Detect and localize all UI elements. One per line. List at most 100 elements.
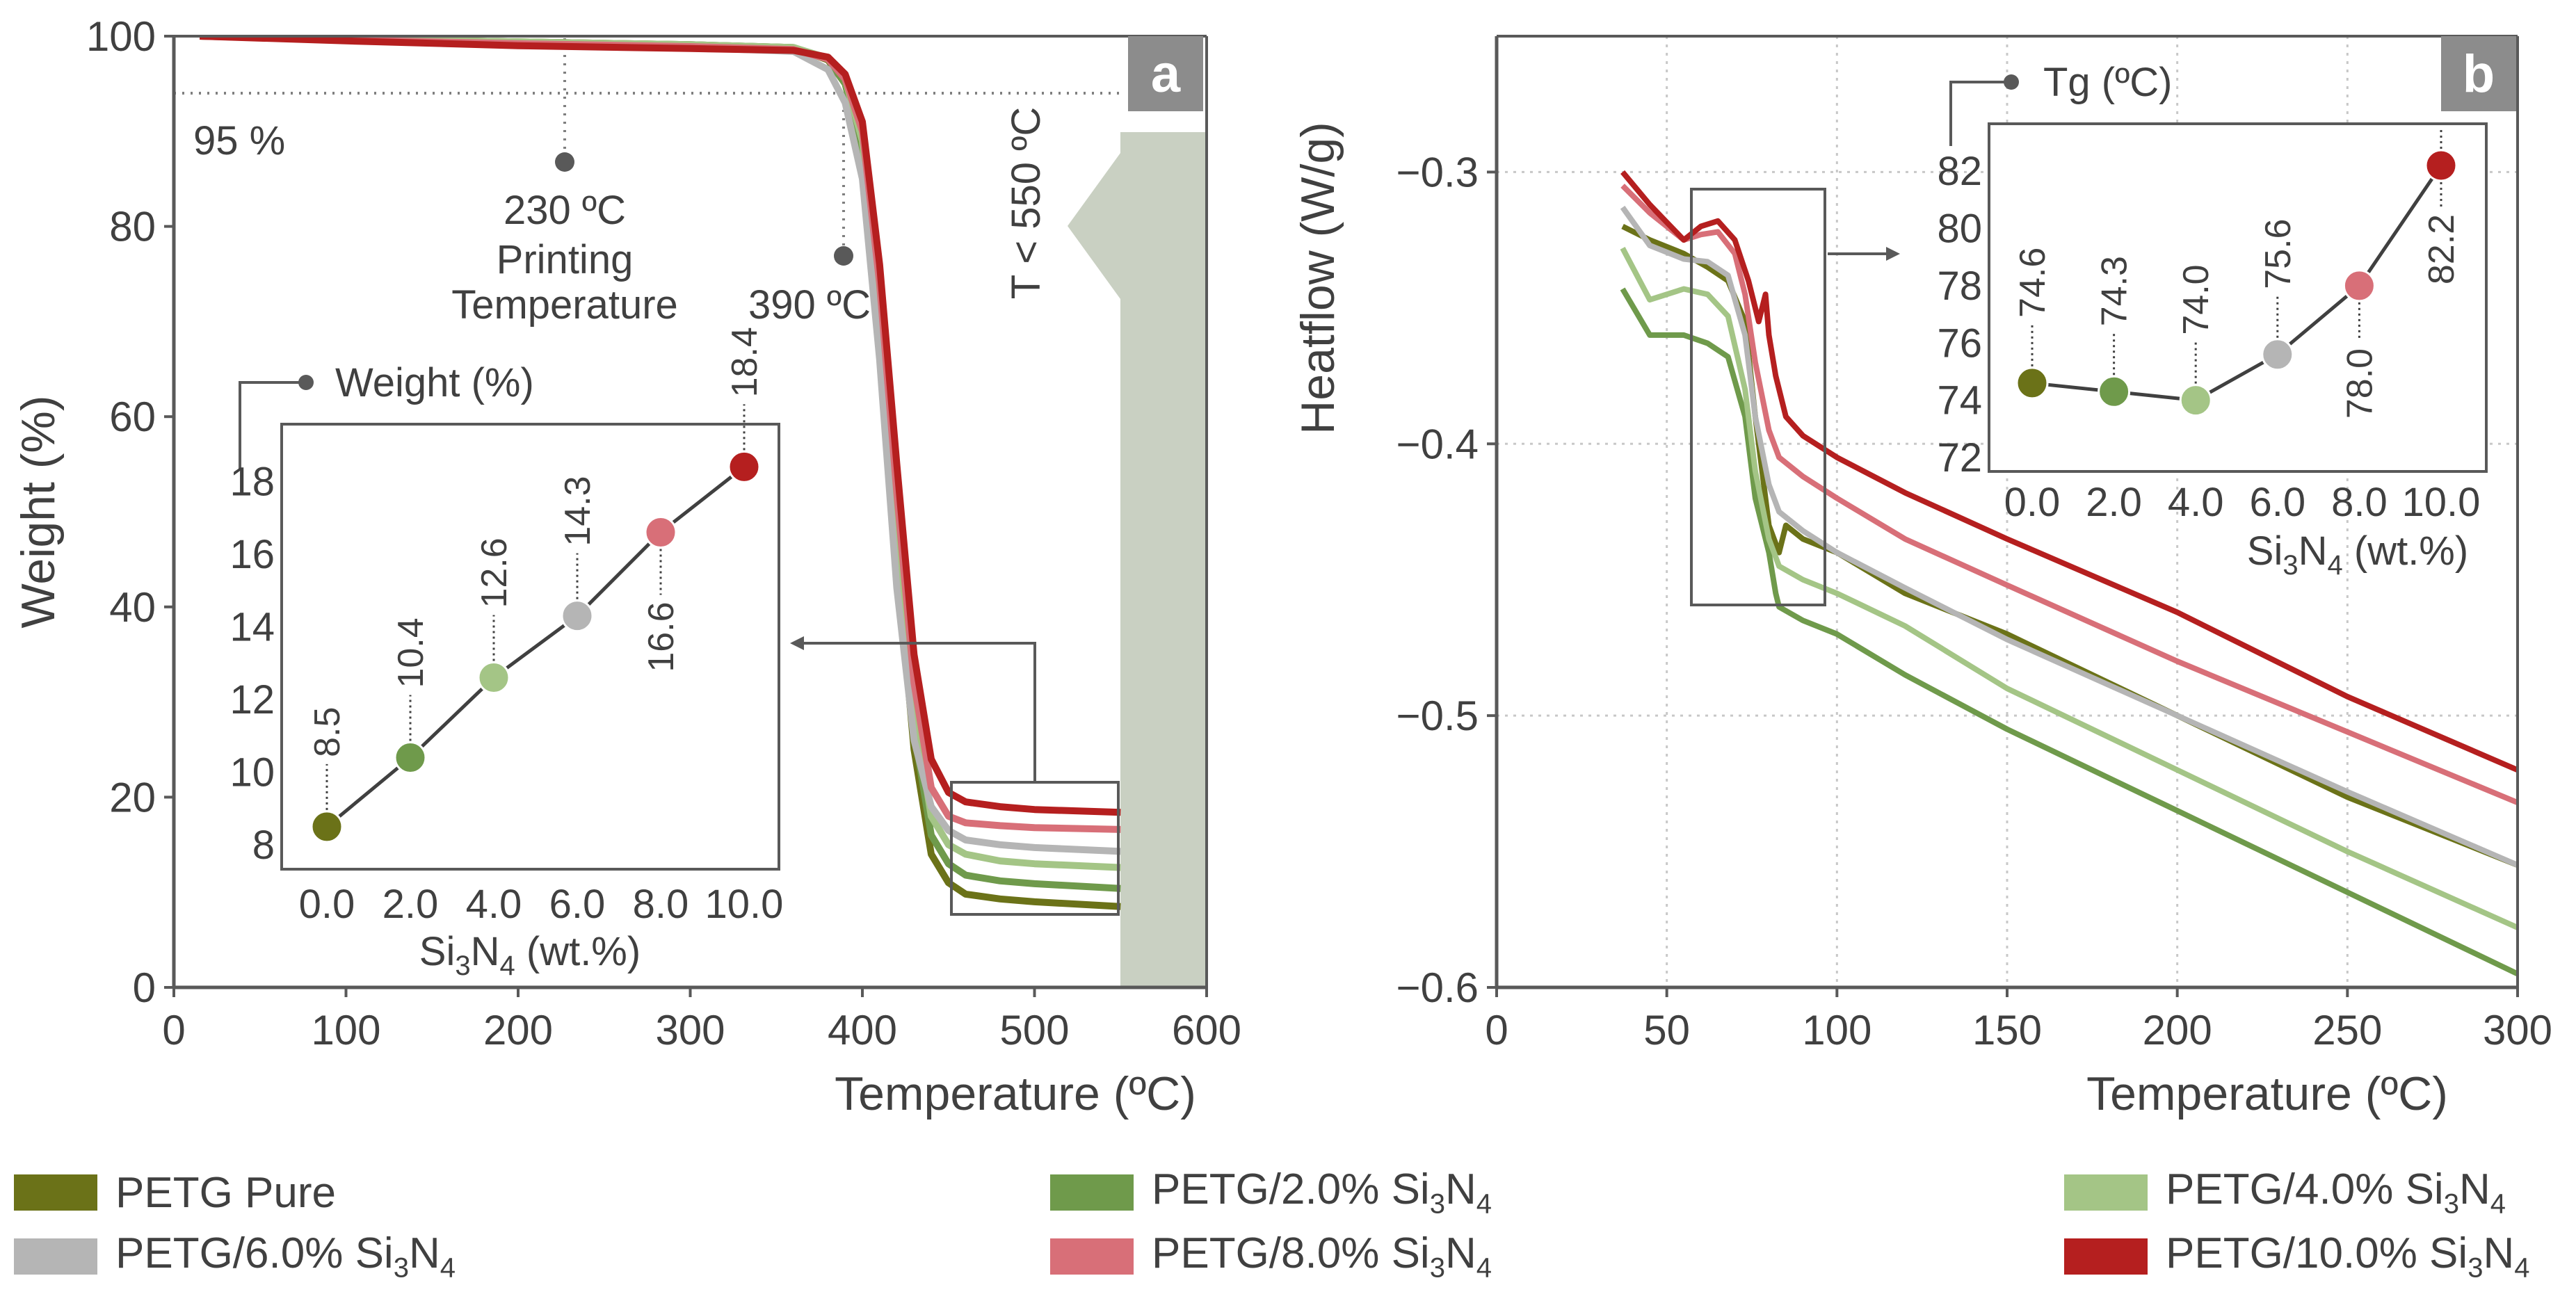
inset-b-value-label: 74.0 [2176,264,2216,334]
inset-a-value-label: 16.6 [641,601,682,672]
inset-b-title: Tg (ºC) [2043,60,2173,105]
inset-b-content: 72 74 76 78 80 82 0.0 2.0 4.0 6.0 8.0 10.0 74.6 74.3 7… [1937,127,2481,525]
panel-label-a: a [1151,45,1181,104]
inset-b-value-label: 78.0 [2340,348,2380,419]
inset-a-point [477,661,510,695]
inset-a-xlabel: Si3N4 (wt.%) [419,929,641,981]
inset-b-point [2424,149,2458,182]
legend-label: PETG/6.0% Si3N4 [115,1229,456,1284]
legend-item-petg-4: PETG/4.0% Si3N4 [2064,1161,2506,1224]
inset-a-x-tick: 4.0 [466,882,522,927]
high-temperature-region [1068,132,1207,987]
inset-a-x-tick: 2.0 [383,882,439,927]
legend-swatch [1050,1174,1134,1211]
inset-a-point [310,810,344,843]
legend: PETG Pure PETG/2.0% Si3N4 PETG/4.0% Si3N… [0,1147,2576,1300]
inset-b-y-tick: 78 [1937,264,1982,309]
inset-b-value-label: 75.6 [2258,219,2299,289]
panel-badge-a [1128,36,1203,111]
inset-b-y-tick: 82 [1937,149,1982,194]
annotation-95: 95 % [193,118,285,163]
legend-item-petg-pure: PETG Pure [14,1161,336,1224]
inset-a-point [561,599,594,633]
inset-b-frame [1988,122,2488,473]
x-tick-label: 400 [828,1007,897,1053]
inset-a-y-tick: 10 [230,750,275,795]
legend-label: PETG/2.0% Si3N4 [1152,1165,1492,1220]
annotation-print-line2: Temperature [451,282,678,328]
inset-b-y-tick: 72 [1937,435,1982,480]
annotation-print-line1: Printing [497,237,634,282]
inset-a-x-tick: 6.0 [549,882,606,927]
ticks-b: 0 50 100 150 200 250 300 −0.6 −0.5 −0.4 −0.3 [1396,149,2553,1053]
inset-b-x-tick: 2.0 [2086,480,2142,525]
inset-a-value-label: 8.5 [307,707,348,757]
x-tick-label: 300 [655,1007,725,1053]
inset-b-point [2098,375,2131,408]
y-tick-label: 80 [109,204,156,250]
inset-b-title-leader [1949,81,2010,146]
inset-b-value-label: 74.6 [2013,248,2053,318]
legend-item-petg-10: PETG/10.0% Si3N4 [2064,1225,2529,1288]
inset-a-point [727,450,761,483]
legend-swatch [2064,1238,2148,1275]
x-tick-label: 200 [2143,1007,2212,1053]
inset-a-title-leader [239,381,305,469]
x-axis-label-b: Temperature (ºC) [2086,1067,2448,1120]
inset-a-title: Weight (%) [335,360,534,405]
inset-b-x-tick: 0.0 [2004,480,2061,525]
inset-a-content: 8 10 12 14 16 18 0.0 2.0 4.0 6.0 8.0 10.0 8.5 10.4 12.… [230,327,783,927]
inset-a-y-tick: 18 [230,459,275,504]
inset-b-x-tick: 6.0 [2249,480,2305,525]
y-tick-label: 40 [109,584,156,631]
panel-badge-b [2441,36,2516,111]
inset-a-y-tick: 14 [230,604,275,649]
x-tick-label: 100 [311,1007,380,1053]
inset-a-y-tick: 12 [230,677,275,722]
legend-item-petg-8: PETG/8.0% Si3N4 [1050,1225,1492,1288]
legend-item-petg-2: PETG/2.0% Si3N4 [1050,1161,1492,1224]
inset-b-point [2261,338,2294,371]
inset-a-point [394,741,427,775]
annotation-onset: 390 ºC [748,282,871,328]
legend-item-petg-6: PETG/6.0% Si3N4 [14,1225,456,1288]
legend-label: PETG Pure [115,1168,336,1217]
panel-b: 0 50 100 150 200 250 300 −0.6 −0.5 −0.4 −0.3 Heatf… [1291,35,2553,1120]
y-tick-label: −0.4 [1396,421,1479,467]
legend-swatch [1050,1238,1134,1275]
zoom-box-b [1690,188,1826,606]
inset-b-y-tick: 74 [1937,378,1982,423]
x-tick-label: 100 [1802,1007,1871,1053]
inset-b-y-tick: 80 [1937,207,1982,252]
inset-b-y-tick: 76 [1937,321,1982,366]
x-tick-label: 0 [162,1007,185,1053]
x-axis-label-a: Temperature (ºC) [835,1067,1196,1120]
y-tick-label: −0.3 [1396,149,1479,195]
annotation-region: T < 550 ºC [1004,107,1049,299]
inset-a-trend-line [325,465,746,828]
x-tick-label: 500 [999,1007,1069,1053]
inset-b-point [2179,384,2212,417]
y-tick-label: 100 [86,13,156,60]
series-line-petg-6-0-si3n4 [1620,205,2518,868]
inset-a-x-tick: 8.0 [633,882,689,927]
series-line-petg-2-0-si3n4 [1620,287,2518,977]
inset-b-point [2015,366,2049,400]
series-group-a [199,36,1121,910]
inset-a-value-label: 10.4 [391,617,431,688]
series-line-petg-4-0-si3n4 [1620,247,2518,930]
inset-a-title-dot [298,375,314,390]
y-tick-label: −0.6 [1396,964,1479,1011]
series-line-petg-10-0-si3n4 [199,36,1121,816]
inset-b-value-label: 82.2 [2422,214,2462,284]
inset-b-x-tick: 10.0 [2402,480,2481,525]
inset-b-x-tick: 8.0 [2331,480,2388,525]
x-tick-label: 200 [483,1007,553,1053]
inset-a-y-tick: 16 [230,532,275,577]
legend-swatch [14,1174,97,1211]
x-tick-label: 600 [1172,1007,1241,1053]
printing-temp-marker [555,152,574,172]
inset-b-xlabel: Si3N4 (wt.%) [2247,528,2468,581]
